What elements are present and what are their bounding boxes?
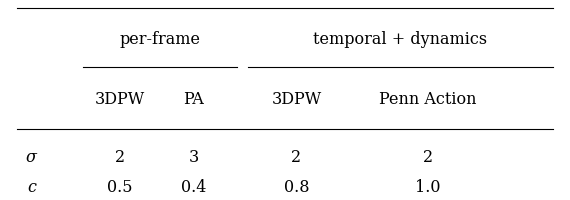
Text: 3: 3 [189, 148, 199, 166]
Text: 1.0: 1.0 [415, 180, 440, 196]
Text: c: c [27, 180, 36, 196]
Text: 2: 2 [115, 148, 125, 166]
Text: 3DPW: 3DPW [271, 90, 321, 108]
Text: 2: 2 [422, 148, 433, 166]
Text: Penn Action: Penn Action [378, 90, 477, 108]
Text: temporal + dynamics: temporal + dynamics [314, 31, 487, 48]
Text: 0.4: 0.4 [181, 180, 206, 196]
Text: per-frame: per-frame [119, 31, 200, 48]
Text: 2: 2 [291, 148, 302, 166]
Text: 0.5: 0.5 [107, 180, 132, 196]
Text: 0.8: 0.8 [284, 180, 309, 196]
Text: 3DPW: 3DPW [95, 90, 145, 108]
Text: σ: σ [26, 148, 37, 166]
Text: PA: PA [184, 90, 204, 108]
